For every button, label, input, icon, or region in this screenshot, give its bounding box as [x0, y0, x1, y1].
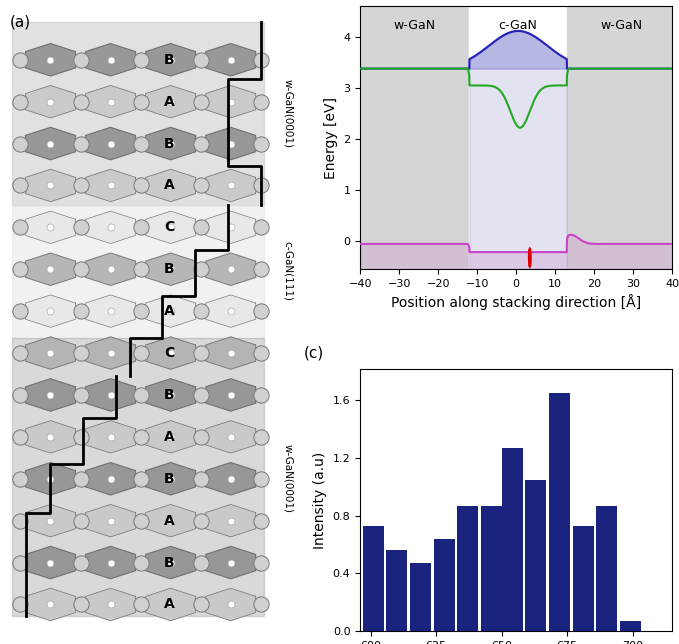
Polygon shape [206, 253, 256, 285]
Text: B: B [164, 262, 175, 276]
Polygon shape [26, 421, 75, 453]
Polygon shape [26, 337, 75, 369]
Bar [596, 506, 617, 631]
Polygon shape [146, 44, 196, 76]
Polygon shape [86, 546, 136, 579]
Polygon shape [26, 86, 75, 118]
Text: c-GaN: c-GaN [498, 19, 538, 32]
Bar [433, 539, 454, 631]
Polygon shape [26, 128, 75, 160]
Text: B: B [164, 388, 175, 402]
Bar [363, 526, 384, 631]
Polygon shape [206, 462, 256, 495]
Bar [481, 506, 502, 631]
Polygon shape [12, 205, 263, 338]
Text: A: A [164, 514, 175, 527]
Polygon shape [26, 295, 75, 327]
Polygon shape [206, 546, 256, 579]
Text: (c): (c) [304, 346, 324, 361]
Bar [410, 564, 431, 631]
Y-axis label: Energy [eV]: Energy [eV] [324, 97, 337, 178]
Polygon shape [86, 462, 136, 495]
Bar [502, 448, 523, 631]
Polygon shape [26, 211, 75, 243]
Polygon shape [26, 588, 75, 621]
Bar [620, 621, 641, 631]
Polygon shape [206, 44, 256, 76]
Polygon shape [26, 546, 75, 579]
Polygon shape [146, 211, 196, 243]
Text: w-GaN(0001): w-GaN(0001) [283, 79, 293, 147]
Polygon shape [86, 504, 136, 537]
Text: A: A [164, 598, 175, 611]
Text: A: A [164, 178, 175, 193]
Bar [457, 506, 478, 631]
Polygon shape [86, 253, 136, 285]
Polygon shape [146, 421, 196, 453]
Polygon shape [86, 588, 136, 621]
Text: C: C [164, 346, 175, 360]
Polygon shape [206, 421, 256, 453]
Polygon shape [26, 169, 75, 202]
Polygon shape [86, 169, 136, 202]
Polygon shape [86, 421, 136, 453]
Polygon shape [146, 295, 196, 327]
Polygon shape [146, 504, 196, 537]
Polygon shape [146, 128, 196, 160]
Polygon shape [146, 546, 196, 579]
Polygon shape [206, 86, 256, 118]
Text: A: A [164, 430, 175, 444]
Polygon shape [206, 504, 256, 537]
Polygon shape [146, 462, 196, 495]
Bar [526, 480, 547, 631]
Y-axis label: Intensity (a.u): Intensity (a.u) [313, 451, 327, 549]
Polygon shape [86, 44, 136, 76]
Text: w-GaN(0001): w-GaN(0001) [283, 444, 293, 513]
X-axis label: Position along stacking direction [Å]: Position along stacking direction [Å] [391, 294, 641, 310]
Text: w-GaN: w-GaN [394, 19, 436, 32]
Text: B: B [164, 472, 175, 486]
Polygon shape [26, 253, 75, 285]
Text: c-GaN(111): c-GaN(111) [283, 241, 293, 301]
Polygon shape [206, 128, 256, 160]
Polygon shape [26, 379, 75, 411]
Text: A: A [164, 95, 175, 109]
Polygon shape [86, 86, 136, 118]
Polygon shape [26, 504, 75, 537]
Polygon shape [206, 169, 256, 202]
Text: A: A [164, 304, 175, 318]
Polygon shape [146, 253, 196, 285]
Polygon shape [12, 22, 263, 205]
Polygon shape [206, 211, 256, 243]
Polygon shape [206, 379, 256, 411]
Text: B: B [164, 53, 175, 67]
Text: C: C [164, 220, 175, 234]
Polygon shape [206, 295, 256, 327]
Text: B: B [164, 556, 175, 569]
Polygon shape [86, 128, 136, 160]
Polygon shape [146, 169, 196, 202]
Bar [549, 393, 570, 631]
Polygon shape [146, 379, 196, 411]
Polygon shape [86, 379, 136, 411]
Bar [572, 526, 593, 631]
Polygon shape [12, 338, 263, 616]
Polygon shape [146, 588, 196, 621]
Polygon shape [26, 44, 75, 76]
Polygon shape [86, 211, 136, 243]
Polygon shape [206, 588, 256, 621]
Polygon shape [206, 337, 256, 369]
Polygon shape [26, 462, 75, 495]
Polygon shape [86, 295, 136, 327]
Text: w-GaN: w-GaN [600, 19, 642, 32]
Polygon shape [146, 337, 196, 369]
Text: (a): (a) [10, 14, 31, 29]
Polygon shape [146, 86, 196, 118]
Bar [386, 551, 407, 631]
Text: B: B [164, 137, 175, 151]
Polygon shape [86, 337, 136, 369]
